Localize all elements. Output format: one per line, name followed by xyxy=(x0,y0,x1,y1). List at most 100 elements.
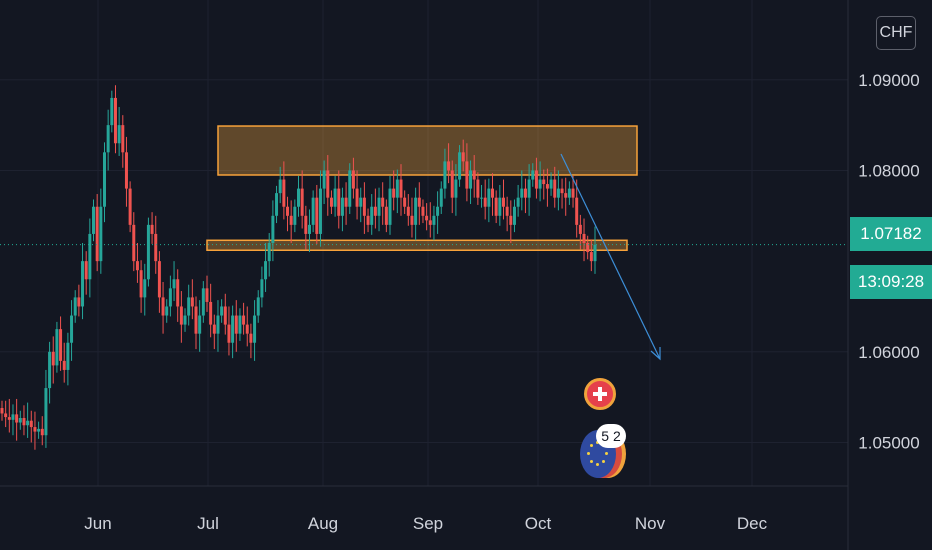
candle-body-10 xyxy=(37,428,41,432)
candle-body-134 xyxy=(491,188,495,198)
candle-body-156 xyxy=(571,188,575,198)
candle-body-6 xyxy=(22,417,26,426)
candle-body-105 xyxy=(384,206,388,225)
candle-body-58 xyxy=(212,324,216,334)
candle-body-25 xyxy=(92,206,96,234)
candle-body-143 xyxy=(523,188,527,198)
price-tag-separator xyxy=(850,251,932,265)
candle-body-16 xyxy=(59,329,63,361)
candle-body-114 xyxy=(417,197,421,207)
candle-body-42 xyxy=(154,233,158,262)
candle-body-125 xyxy=(458,152,462,180)
candle-body-52 xyxy=(190,297,194,307)
candle-body-71 xyxy=(260,279,264,298)
candle-body-2 xyxy=(7,417,11,420)
candle-body-123 xyxy=(450,170,454,198)
time-axis-label: Dec xyxy=(737,514,768,533)
candle-body-38 xyxy=(139,270,143,298)
candle-body-118 xyxy=(432,215,436,225)
candle-body-127 xyxy=(465,161,469,189)
candle-body-106 xyxy=(388,188,392,225)
candle-body-135 xyxy=(494,197,498,216)
eu-star-icon xyxy=(602,459,606,463)
candle-body-12 xyxy=(44,388,48,436)
candle-body-149 xyxy=(545,184,549,189)
candle-body-62 xyxy=(227,324,231,343)
eu-star-icon xyxy=(605,452,608,455)
candle-body-37 xyxy=(135,261,139,271)
candle-body-61 xyxy=(223,306,227,325)
candle-body-70 xyxy=(256,297,260,316)
candle-body-119 xyxy=(436,206,440,216)
candle-body-49 xyxy=(179,306,183,325)
candle-body-112 xyxy=(410,215,414,225)
candle-body-11 xyxy=(40,428,44,436)
candle-body-94 xyxy=(344,197,348,207)
candle-body-46 xyxy=(168,288,172,307)
candle-body-50 xyxy=(183,315,187,325)
candle-body-7 xyxy=(26,420,30,426)
candle-body-9 xyxy=(33,427,37,432)
last-price-tag: 1.07182 xyxy=(850,217,932,251)
candle-body-130 xyxy=(476,179,480,198)
candle-body-67 xyxy=(245,324,249,334)
candle-body-4 xyxy=(15,414,19,423)
candle-body-148 xyxy=(542,179,546,185)
candle-body-43 xyxy=(157,261,161,298)
candle-body-129 xyxy=(472,170,476,180)
support-zone xyxy=(206,239,628,252)
candle-body-63 xyxy=(231,315,235,343)
candle-body-31 xyxy=(113,97,117,144)
candle-body-21 xyxy=(77,297,81,307)
candle-body-140 xyxy=(512,206,516,225)
candle-body-39 xyxy=(143,279,147,298)
candle-body-91 xyxy=(333,188,337,207)
candle-body-159 xyxy=(582,233,586,243)
candle-body-121 xyxy=(443,161,447,189)
candle-body-137 xyxy=(501,197,505,207)
candle-body-26 xyxy=(95,206,99,262)
candle-body-115 xyxy=(421,206,425,216)
candle-body-74 xyxy=(271,215,275,243)
candle-body-3 xyxy=(11,414,15,420)
candle-body-110 xyxy=(403,197,407,207)
candle-body-14 xyxy=(51,351,55,366)
candle-body-22 xyxy=(81,261,85,307)
candle-body-85 xyxy=(311,197,315,225)
candle-body-23 xyxy=(84,261,88,280)
time-axis-label: Jun xyxy=(84,514,111,533)
candle-body-72 xyxy=(264,261,268,280)
candle-body-103 xyxy=(377,197,381,216)
eu-star-icon xyxy=(587,452,590,455)
event-count-badge[interactable]: 5 2 xyxy=(596,424,626,448)
candle-body-15 xyxy=(55,329,59,366)
candle-body-19 xyxy=(70,315,74,343)
candle-body-89 xyxy=(326,170,330,198)
price-axis-label: 1.05000 xyxy=(858,433,919,452)
price-axis-label: 1.06000 xyxy=(858,343,919,362)
candle-body-32 xyxy=(117,125,121,144)
candle-body-92 xyxy=(337,188,341,216)
candle-body-162 xyxy=(593,244,597,262)
candle-body-150 xyxy=(549,179,553,189)
candle-body-144 xyxy=(527,179,531,198)
candle-body-136 xyxy=(498,197,502,216)
candle-body-73 xyxy=(267,243,271,262)
swiss-event-icon[interactable] xyxy=(584,378,616,410)
candle-body-152 xyxy=(556,188,560,198)
candle-body-142 xyxy=(520,188,524,198)
candle-body-96 xyxy=(351,170,355,189)
candle-body-139 xyxy=(509,215,513,225)
candle-body-145 xyxy=(531,170,535,180)
time-axis-label: Jul xyxy=(197,514,219,533)
candle-body-0 xyxy=(0,408,4,414)
candle-body-88 xyxy=(322,170,326,189)
candle-body-141 xyxy=(516,197,520,207)
candle-body-79 xyxy=(289,215,293,225)
candle-body-107 xyxy=(392,188,396,198)
currency-button[interactable]: CHF xyxy=(876,16,916,50)
candle-body-59 xyxy=(216,315,220,334)
candle-body-160 xyxy=(586,243,590,253)
